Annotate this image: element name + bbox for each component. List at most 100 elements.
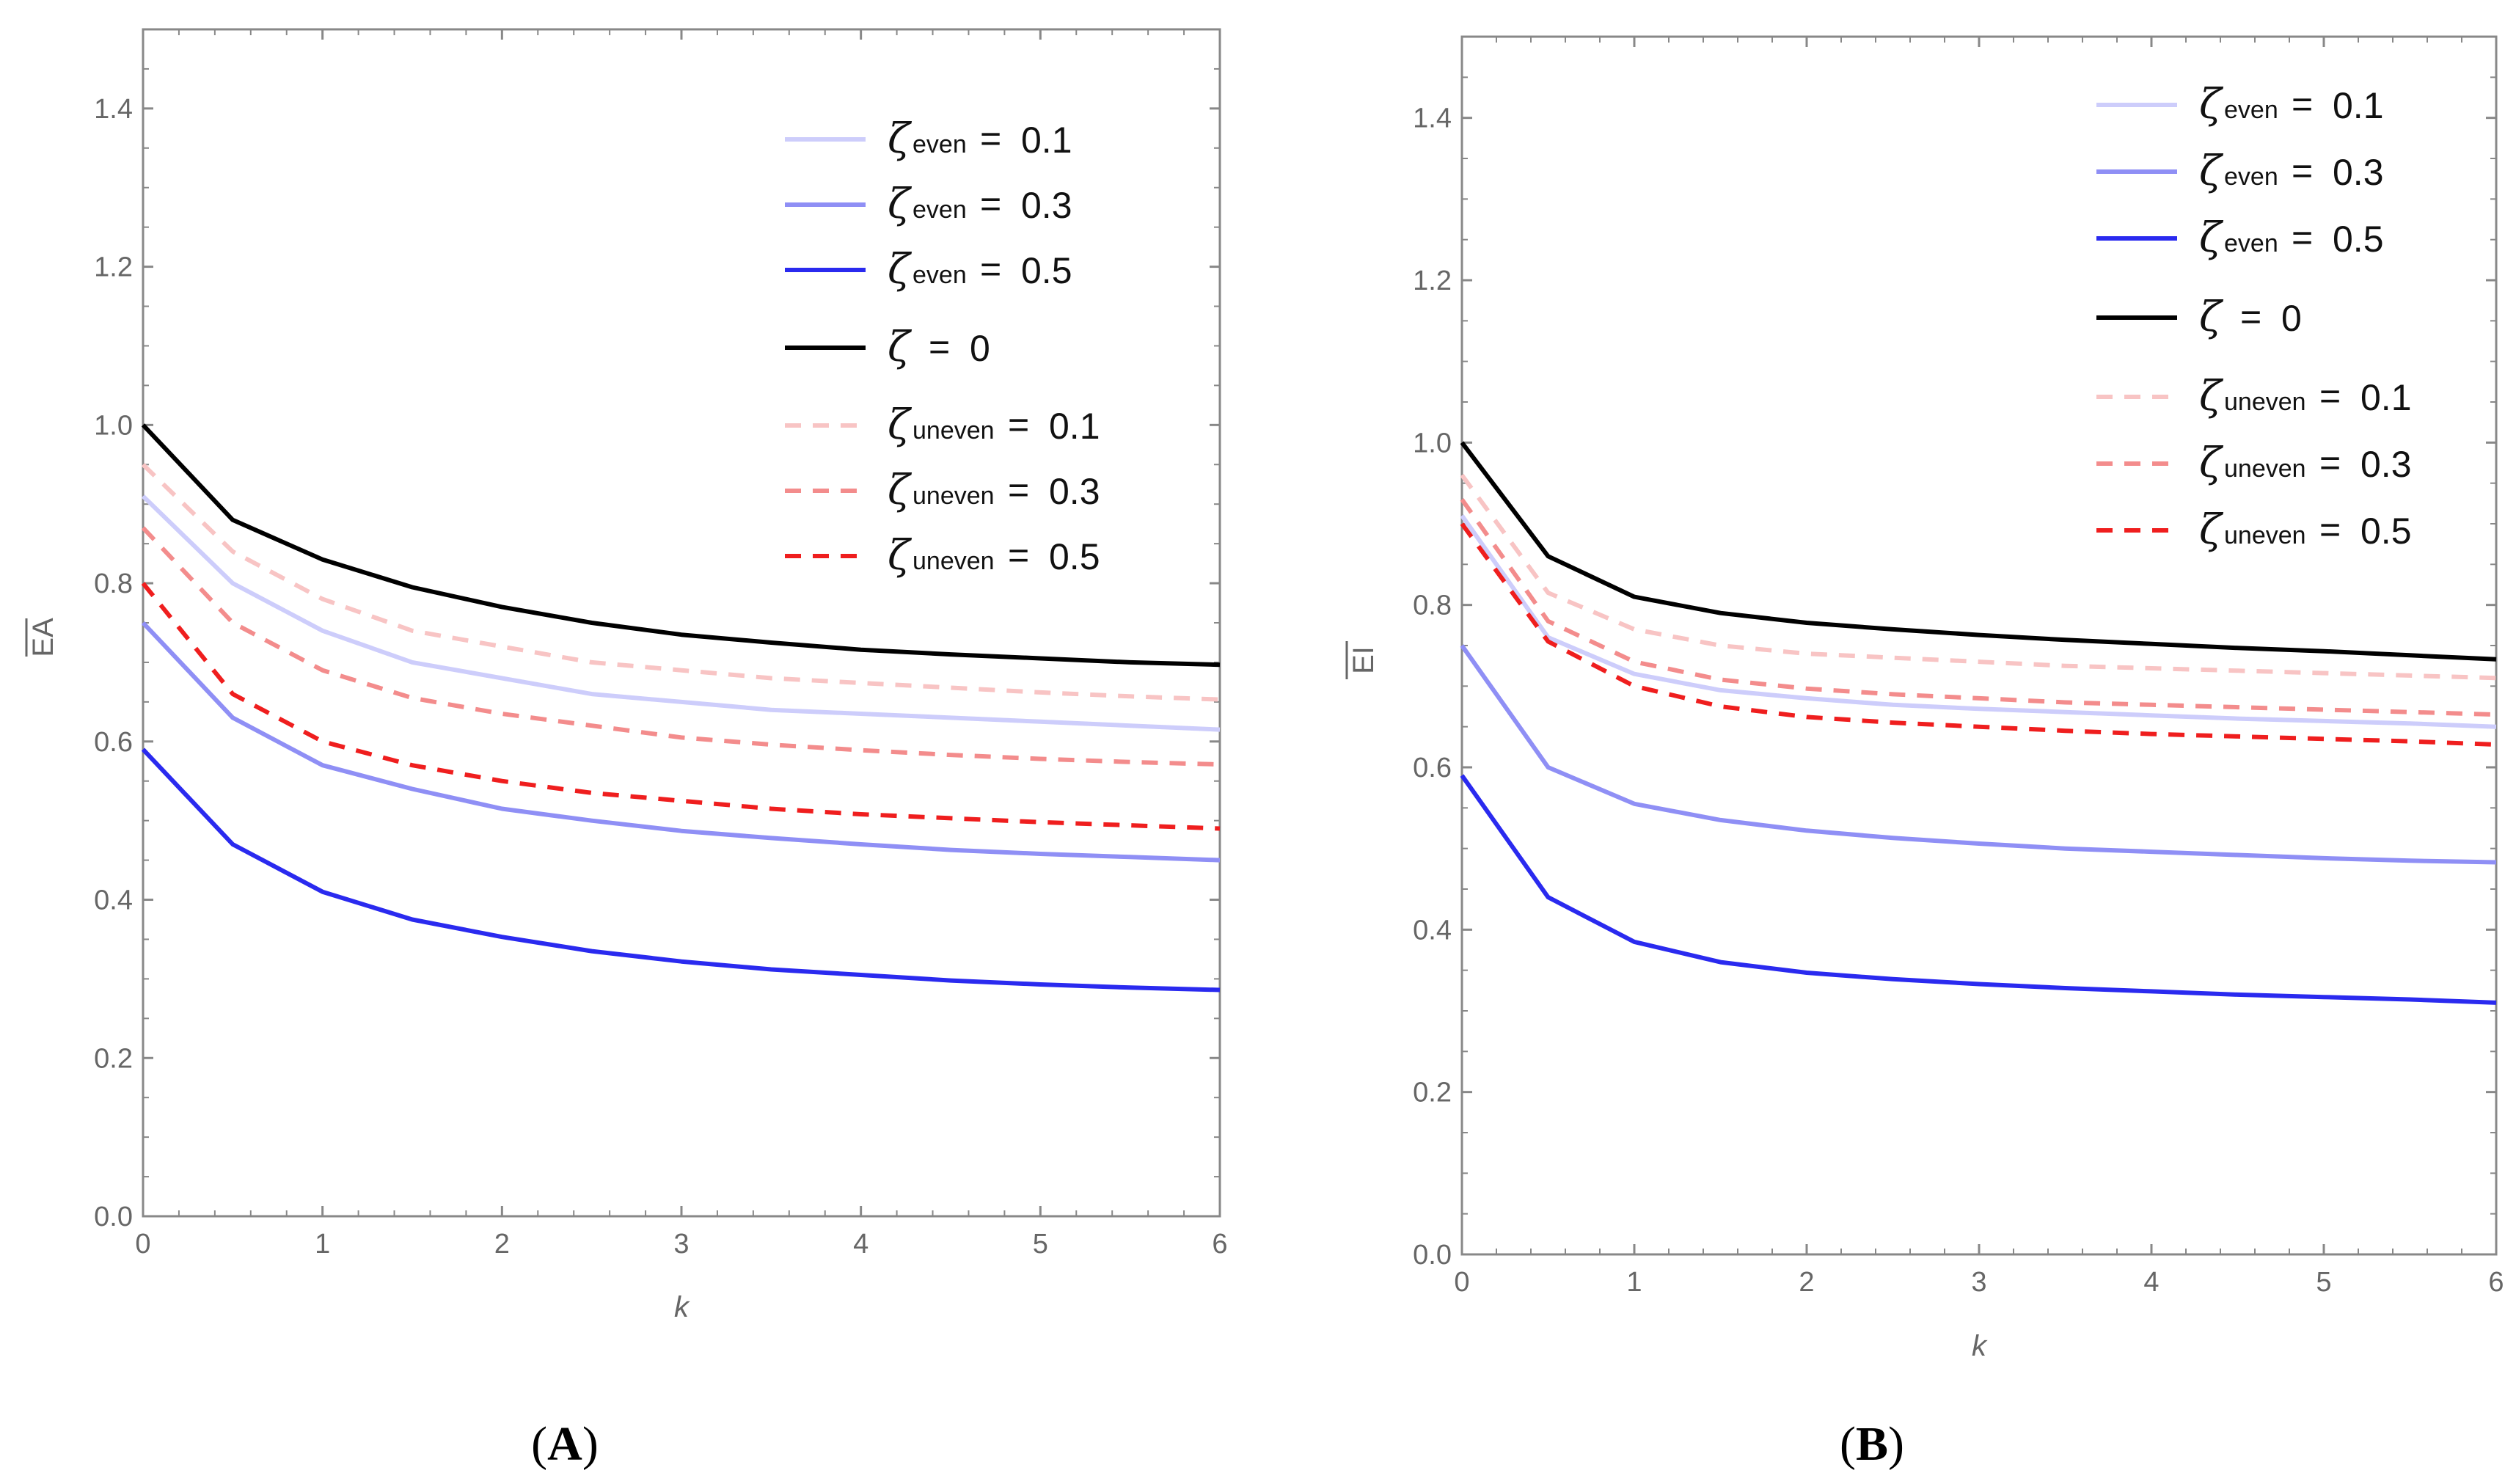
x-tick-label: 1 — [1626, 1267, 1642, 1298]
legend-subscript: uneven — [913, 482, 995, 510]
legend-subscript: uneven — [913, 547, 995, 575]
y-tick-label: 0.2 — [1413, 1078, 1452, 1108]
y-axis-label: EI — [1347, 646, 1380, 674]
legend-subscript: even — [2224, 163, 2278, 191]
x-tick-label: 2 — [1799, 1267, 1814, 1298]
legend-value: 0.1 — [2360, 377, 2412, 418]
legend-equals: = — [1008, 404, 1029, 445]
series-line-even_0-5 — [1460, 774, 2497, 1005]
legend-subscript: uneven — [2224, 522, 2306, 549]
legend-subscript: even — [2224, 230, 2278, 257]
series-line-uneven_0-5 — [1460, 522, 2497, 747]
legend-symbol: ζ — [888, 180, 913, 228]
legend-value: 0.5 — [2360, 511, 2412, 552]
y-tick-label: 0.4 — [94, 885, 133, 916]
x-tick-label: 3 — [673, 1229, 689, 1260]
legend-equals: = — [2240, 296, 2261, 337]
legend-value: 0.5 — [2333, 219, 2384, 260]
panel-label-b: (B) — [1840, 1417, 1904, 1471]
series-line-even_0-1 — [1460, 514, 2497, 729]
y-tick-label: 1.0 — [1413, 428, 1452, 458]
legend-symbol: ζ — [2199, 439, 2224, 487]
legend-value: 0.3 — [1021, 185, 1072, 226]
y-tick-label: 0.4 — [1413, 915, 1452, 946]
x-tick-label: 6 — [1212, 1229, 1227, 1260]
legend-subscript: even — [913, 131, 967, 158]
x-tick-label: 3 — [1971, 1267, 1986, 1298]
y-tick-label: 0.6 — [1413, 753, 1452, 783]
legend-value: 0.1 — [2333, 85, 2384, 126]
legend-equals: = — [929, 326, 950, 368]
x-tick-label: 4 — [853, 1229, 868, 1260]
legend-equals: = — [1008, 535, 1029, 576]
x-tick-label: 0 — [135, 1229, 150, 1260]
legend-subscript: even — [2224, 96, 2278, 124]
y-tick-label: 0.0 — [1413, 1240, 1452, 1271]
series-line-uneven_0-1 — [1460, 473, 2497, 681]
legend-symbol: ζ — [888, 115, 913, 163]
x-tick-label: 2 — [494, 1229, 510, 1260]
legend-subscript: even — [913, 261, 967, 289]
legend-symbol: ζ — [888, 467, 913, 514]
series-line-uneven_0-1 — [141, 463, 1221, 702]
x-tick-label: 5 — [1033, 1229, 1048, 1260]
series-line-uneven_0-3 — [1460, 498, 2497, 717]
series-line-even_0-3 — [141, 621, 1221, 863]
legend-value: 0.5 — [1021, 250, 1072, 291]
legend-equals: = — [2319, 376, 2341, 417]
x-tick-label: 0 — [1454, 1267, 1469, 1298]
legend-symbol: ζ — [888, 246, 913, 293]
legend-symbol: ζ — [888, 401, 913, 449]
x-tick-label: 5 — [2316, 1267, 2331, 1298]
series-line-even_0-1 — [141, 494, 1221, 732]
legend-value: 0 — [970, 328, 990, 369]
x-tick-label: 6 — [2488, 1267, 2504, 1298]
legend-subscript: uneven — [2224, 388, 2306, 416]
legend-equals: = — [980, 249, 1001, 290]
y-tick-label: 1.2 — [1413, 266, 1452, 296]
legend-subscript: uneven — [2224, 455, 2306, 483]
x-tick-label: 4 — [2143, 1267, 2159, 1298]
series-line-even_0-3 — [1460, 644, 2497, 865]
legend-symbol: ζ — [2199, 373, 2224, 420]
legend-symbol: ζ — [888, 532, 913, 580]
series-line-zero — [141, 423, 1221, 668]
legend-symbol: ζ — [2199, 506, 2224, 554]
legend-symbol: ζ — [888, 324, 913, 371]
y-tick-label: 0.8 — [1413, 591, 1452, 621]
x-axis-label: k — [674, 1291, 690, 1323]
y-tick-label: 1.2 — [94, 252, 133, 283]
y-axis-label: EA — [27, 618, 59, 657]
legend-value: 0.3 — [1049, 471, 1100, 512]
legend-symbol: ζ — [2199, 293, 2224, 341]
legend-value: 0.1 — [1021, 120, 1072, 161]
panel-label-a: (A) — [531, 1417, 599, 1471]
legend-equals: = — [2292, 84, 2313, 125]
legend-value: 0.5 — [1049, 536, 1100, 577]
legend-symbol: ζ — [2199, 214, 2224, 262]
legend-symbol: ζ — [2199, 81, 2224, 128]
legend-equals: = — [2292, 150, 2313, 191]
legend-equals: = — [2292, 217, 2313, 258]
legend-value: 0.1 — [1049, 406, 1100, 447]
x-axis-label: k — [1972, 1330, 1988, 1362]
legend-equals: = — [980, 118, 1001, 159]
legend-equals: = — [980, 183, 1001, 224]
y-tick-label: 0.0 — [94, 1202, 133, 1232]
series-line-even_0-5 — [141, 748, 1221, 993]
series-line-uneven_0-3 — [141, 526, 1221, 767]
legend-subscript: even — [913, 196, 967, 224]
y-tick-label: 0.6 — [94, 727, 133, 758]
y-tick-label: 0.2 — [94, 1043, 133, 1074]
legend-value: 0 — [2281, 298, 2302, 339]
legend-symbol: ζ — [2199, 147, 2224, 195]
y-tick-label: 1.4 — [1413, 103, 1452, 134]
series-line-zero — [1460, 441, 2497, 662]
legend-value: 0.3 — [2360, 444, 2412, 485]
legend-equals: = — [1008, 469, 1029, 511]
y-tick-label: 1.4 — [94, 94, 133, 125]
legend-subscript: uneven — [913, 417, 995, 445]
